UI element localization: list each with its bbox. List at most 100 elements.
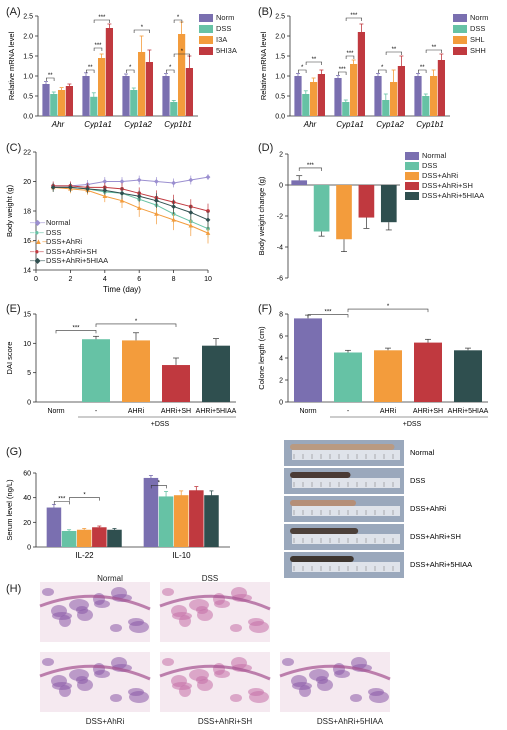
tissue-crypt [162, 658, 174, 666]
bar [374, 350, 402, 402]
tissue-lining [159, 664, 271, 681]
panel-label-g: (G) [6, 446, 22, 458]
legend-swatch [453, 35, 467, 44]
y-tick-label: 0.0 [23, 114, 33, 121]
tissue-crypt [110, 694, 122, 702]
bar [143, 477, 159, 547]
legend-label: DSS [216, 24, 232, 33]
legend-item: DSS+AhRi+5HIAA [405, 191, 484, 201]
significance-bracket [425, 49, 442, 53]
chart-b: 0.0 0.5 1.0 1.5 2.0 2.5 Relative mRNA level Ahr… [259, 13, 450, 129]
bar [130, 90, 138, 116]
photo-label: DSS+AhRi [410, 504, 446, 513]
legend-label: Norm [216, 13, 235, 22]
tissue-crypt [128, 618, 144, 626]
y-tick-label: -2 [277, 214, 283, 221]
significance-label: * [177, 15, 180, 21]
bar [50, 94, 58, 116]
y-axis-title: Serum level (ng/L) [5, 479, 14, 541]
y-tick-label: 20 [23, 179, 31, 186]
y-tick-label: 1.5 [23, 54, 33, 61]
panel-label-h: (H) [6, 583, 22, 595]
data-point [68, 185, 73, 190]
x-tick-label: AHRi+5HIAA [448, 408, 489, 415]
significance-label: *** [72, 325, 80, 331]
significance-bracket [298, 167, 322, 171]
bar [105, 28, 113, 116]
tissue-crypt [189, 599, 209, 611]
tissue-crypt [42, 588, 54, 596]
legend-item: –▲– DSS+AhRi [30, 237, 108, 247]
bar [42, 84, 50, 116]
bar [107, 529, 122, 547]
x-tick-label: Ahr [303, 120, 317, 129]
legend-item: –●– DSS+AhRi+SH [30, 247, 108, 257]
significance-bracket [133, 29, 150, 33]
bar [138, 52, 146, 116]
tissue-crypt [248, 688, 264, 696]
photo-label: DSS+AhRi+SH [410, 532, 461, 541]
colon-specimen [290, 528, 359, 534]
bar [178, 34, 186, 116]
y-axis-title: Relative mRNA level [7, 31, 16, 100]
significance-label: * [169, 65, 172, 71]
legend-swatch [405, 162, 419, 170]
x-tick-label: 10 [204, 276, 212, 283]
tissue-crypt [282, 658, 294, 666]
tissue-crypt [171, 675, 187, 687]
bar [302, 94, 310, 116]
bar [82, 339, 110, 402]
legend-label: Norm [470, 13, 489, 22]
data-point [102, 193, 108, 199]
legend-d: Normal DSS DSS+AhRi DSS+AhRi+SH DSS+AhRi… [405, 151, 484, 201]
y-tick-label: 20 [23, 520, 31, 527]
chart-d: -6 -4 -2 0 2 Body weight change (g) *** [257, 152, 400, 283]
group-label: +DSS [151, 421, 170, 428]
colon-specimen [290, 472, 351, 478]
y-tick-label: 2.5 [23, 14, 33, 21]
x-tick-label: - [347, 408, 350, 415]
tissue-crypt [162, 588, 174, 596]
legend-item: DSS [453, 23, 488, 34]
significance-label: * [158, 480, 161, 486]
legend-label: DSS+AhRi+5HIAA [46, 256, 109, 265]
bar [336, 185, 352, 240]
significance-label: * [301, 65, 304, 71]
panel-label-f: (F) [258, 303, 273, 315]
bar [76, 529, 92, 547]
histology-label-dss-ahri: DSS+AhRi [85, 717, 125, 726]
bar [46, 507, 62, 547]
legend-swatch [405, 172, 419, 180]
bar [202, 345, 230, 402]
x-tick-label: 8 [172, 276, 176, 283]
tissue-crypt [291, 675, 307, 687]
bar [382, 100, 390, 116]
legend-label: DSS+AhRi+SH [422, 181, 473, 190]
tissue-crypt [111, 657, 127, 669]
significance-label: *** [94, 43, 102, 49]
bar [82, 76, 90, 116]
y-tick-label: 0.5 [275, 94, 285, 101]
y-axis-title: Body weight change (g) [257, 176, 266, 255]
bar [294, 76, 302, 116]
bar [162, 365, 190, 402]
legend-swatch [199, 13, 213, 22]
y-tick-label: 6 [279, 334, 283, 341]
significance-bracket [345, 17, 362, 21]
tissue-crypt [69, 599, 89, 611]
diamond-marker-icon: –◆– [30, 218, 46, 227]
data-point [154, 211, 159, 216]
legend-item: DSS [405, 161, 484, 171]
x-tick-label: Cyp1a2 [376, 120, 404, 129]
series-line [53, 186, 209, 221]
series-line [53, 176, 209, 187]
group-label: +DSS [403, 421, 422, 428]
bar [317, 74, 325, 116]
bar [145, 62, 153, 116]
legend-swatch [199, 24, 213, 33]
tissue-crypt [110, 624, 122, 632]
x-tick-label: Cyp1a2 [124, 120, 152, 129]
x-tick-label: Cyp1b1 [416, 120, 444, 129]
bar [334, 352, 362, 402]
significance-bracket [166, 69, 175, 73]
